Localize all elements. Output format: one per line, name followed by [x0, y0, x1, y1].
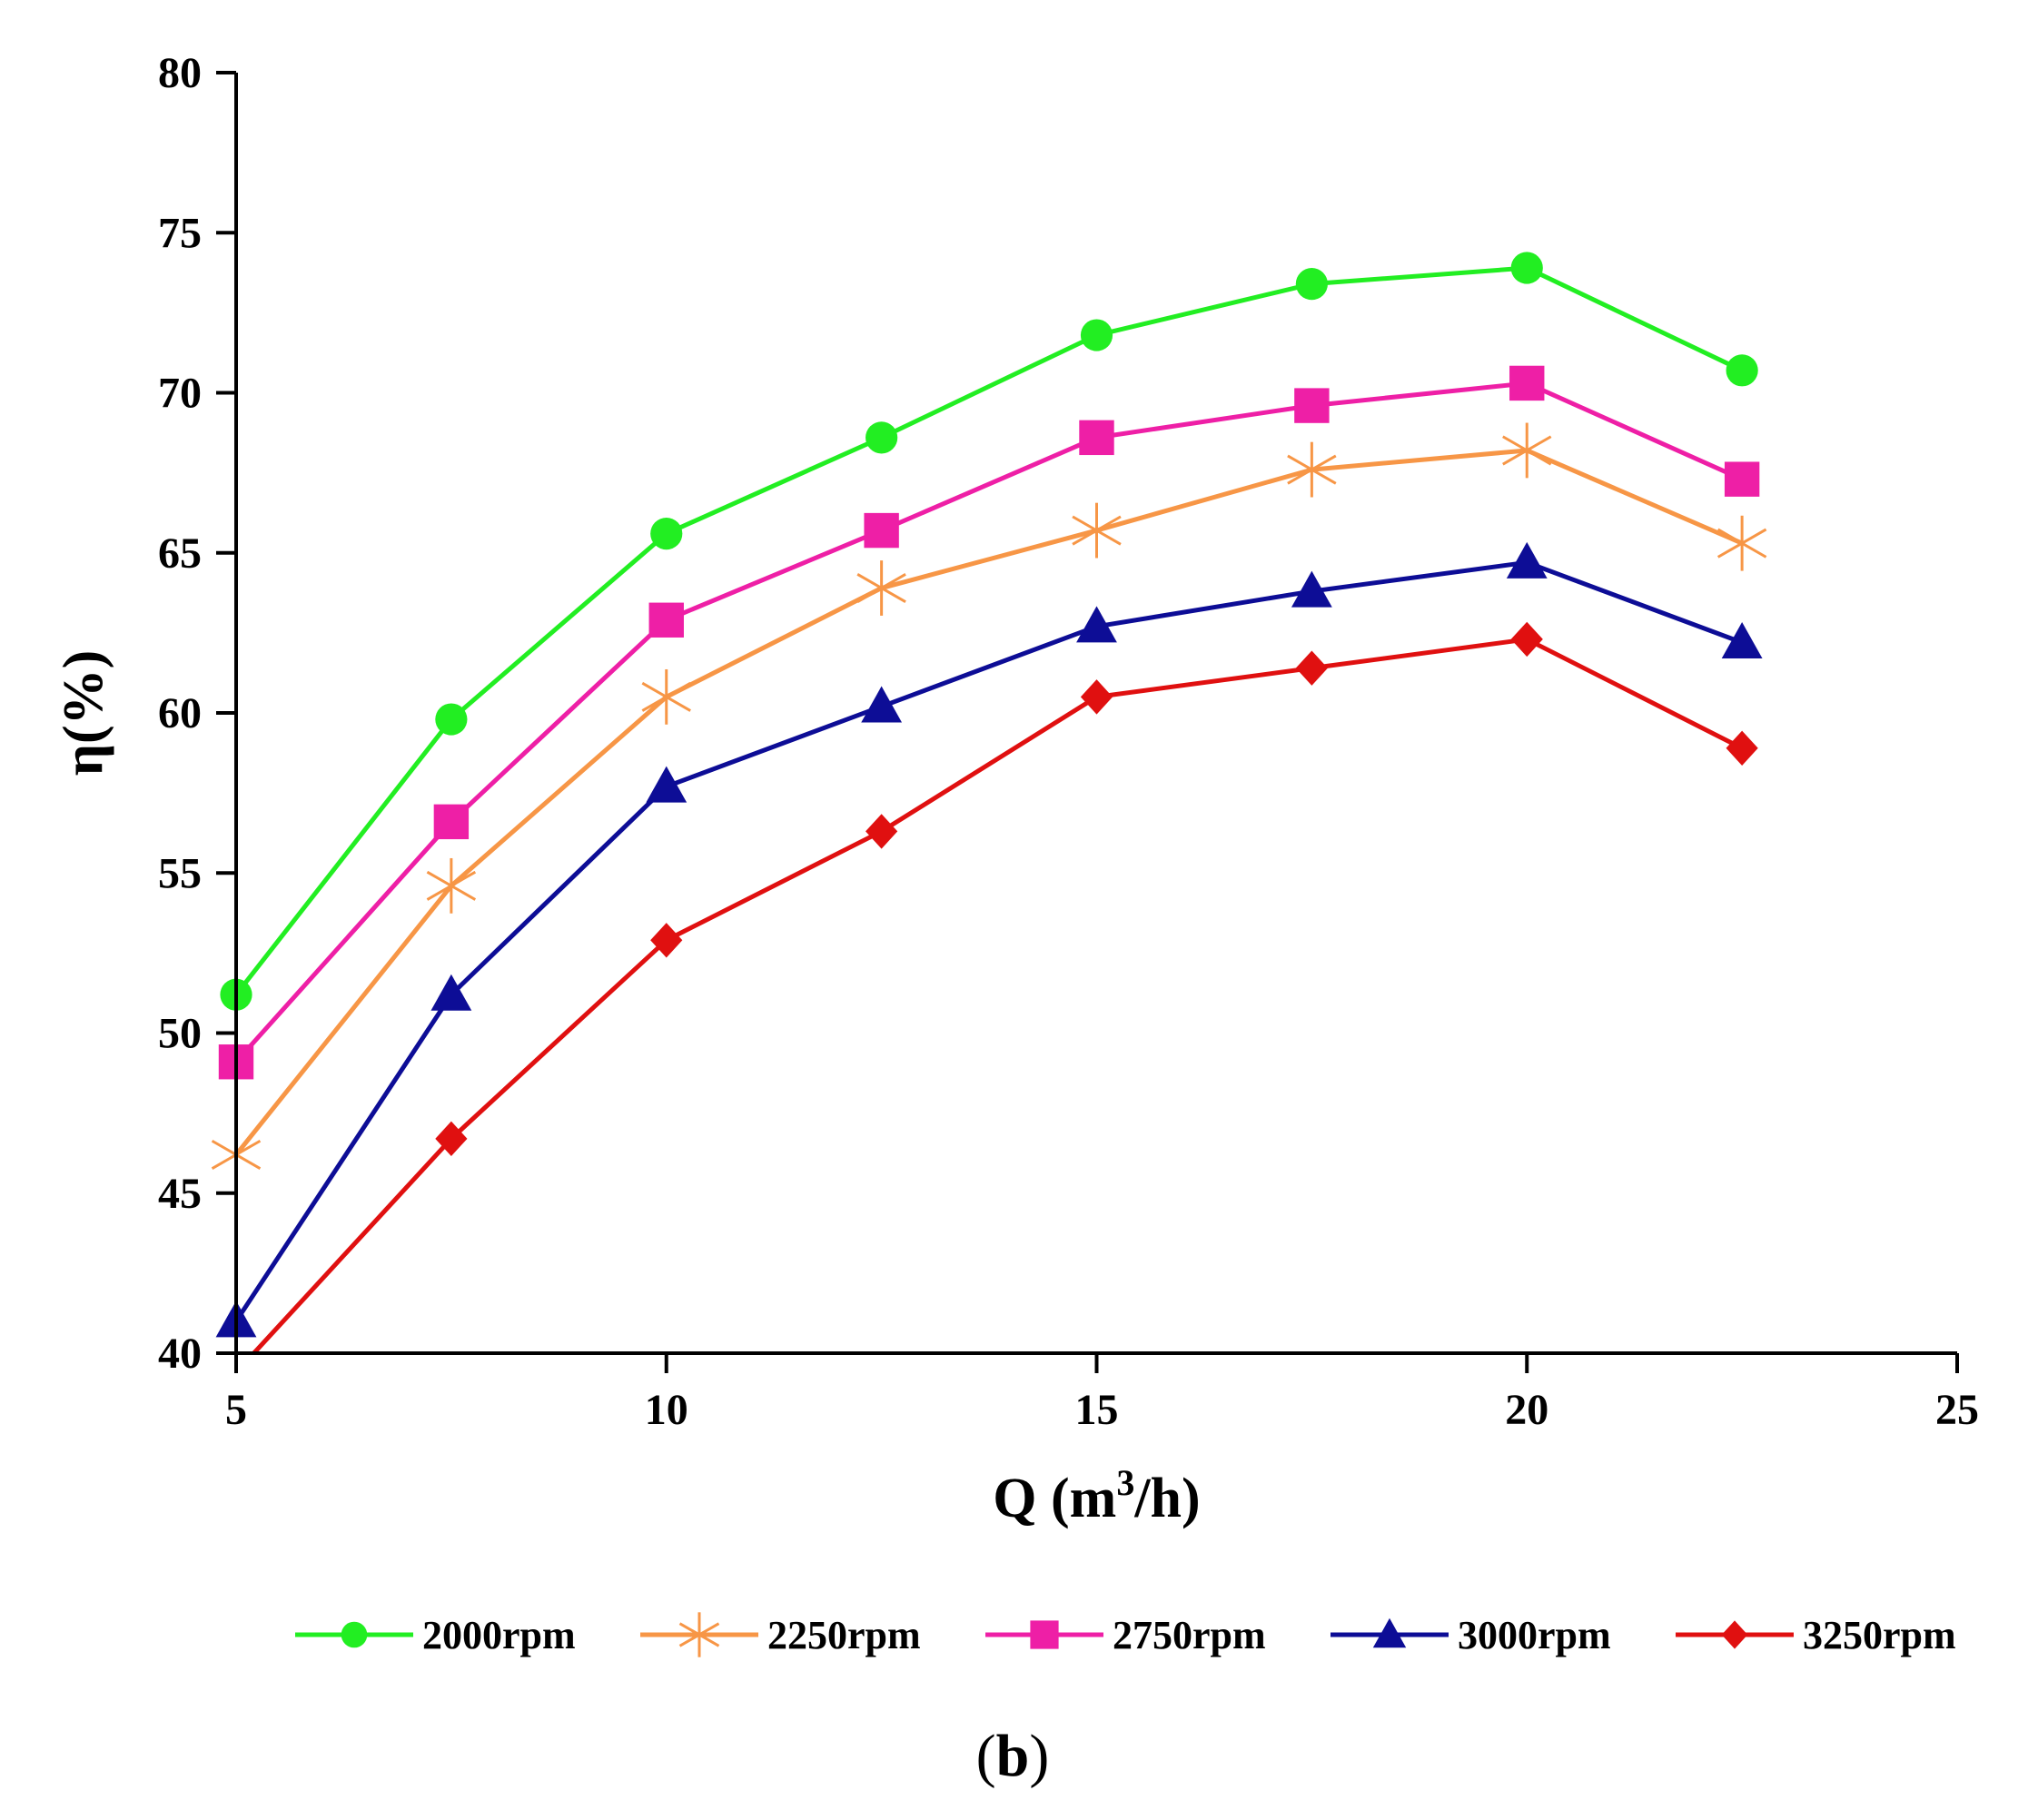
- data-point-3000rpm: [1076, 606, 1117, 643]
- data-point-3000rpm: [430, 974, 472, 1011]
- data-point-2250rpm: [1072, 502, 1122, 559]
- data-point-2250rpm: [426, 857, 477, 914]
- ticks: 40 45 50 55 60 65 70 75 80 5 10 15 20 25: [158, 49, 1979, 1434]
- data-point-3250rpm: [650, 923, 683, 958]
- series-3000rpm: [215, 541, 1763, 1338]
- legend-item-3000rpm: 3000rpm: [1331, 1613, 1611, 1657]
- legend-marker-2250rpm: [678, 1612, 720, 1657]
- legend: 2000rpm 2250rpm 2750rpm 3000rpm 3250rpm: [295, 1612, 1956, 1657]
- y-tick-label: 70: [158, 370, 202, 418]
- data-point-3250rpm: [1295, 650, 1328, 686]
- data-point-2250rpm: [641, 668, 691, 725]
- y-tick-label: 40: [158, 1330, 202, 1378]
- data-point-2750rpm: [1724, 461, 1760, 497]
- legend-label-2250rpm: 2250rpm: [767, 1613, 921, 1657]
- series-3250rpm: [251, 621, 1758, 1353]
- x-axis-title-unit: /h): [1133, 1468, 1200, 1529]
- y-tick-label: 65: [158, 529, 202, 578]
- legend-marker-2000rpm: [341, 1621, 368, 1648]
- x-tick-label: 15: [1075, 1386, 1119, 1434]
- y-axis-title: η(%): [53, 650, 114, 776]
- data-point-2000rpm: [1510, 252, 1543, 284]
- data-point-3000rpm: [646, 766, 688, 803]
- legend-label-3000rpm: 3000rpm: [1458, 1613, 1611, 1657]
- data-point-2750rpm: [1509, 365, 1545, 401]
- x-axis-title-superscript: 3: [1116, 1462, 1134, 1503]
- data-point-2750rpm: [648, 602, 684, 638]
- x-tick-label: 25: [1935, 1386, 1979, 1434]
- y-tick-label: 50: [158, 1010, 202, 1058]
- series-line-3000rpm: [233, 559, 1743, 1323]
- data-point-2250rpm: [1502, 422, 1552, 479]
- y-tick-label: 80: [158, 49, 202, 97]
- x-tick-label: 5: [225, 1386, 247, 1434]
- data-point-3000rpm: [1721, 622, 1763, 659]
- data-point-3000rpm: [861, 686, 903, 723]
- series-line-2750rpm: [234, 381, 1744, 1063]
- y-tick-label: 45: [158, 1170, 202, 1218]
- series-line-2000rpm: [234, 265, 1744, 996]
- legend-label-2750rpm: 2750rpm: [1113, 1613, 1266, 1657]
- data-point-2000rpm: [866, 421, 898, 454]
- data-point-3250rpm: [435, 1121, 468, 1157]
- data-point-2250rpm: [1287, 441, 1337, 498]
- series-2000rpm: [220, 252, 1758, 1011]
- y-tick-label: 55: [158, 849, 202, 897]
- data-point-2000rpm: [1726, 354, 1758, 387]
- data-point-3250rpm: [1080, 679, 1113, 715]
- data-point-3250rpm: [1510, 621, 1543, 658]
- legend-marker-3250rpm: [1721, 1620, 1748, 1649]
- series-layer: [211, 252, 1767, 1353]
- panel-label-letter: b: [996, 1723, 1030, 1789]
- legend-label-3250rpm: 3250rpm: [1803, 1613, 1956, 1657]
- data-point-3000rpm: [1291, 570, 1332, 608]
- panel-label-open-paren: (: [976, 1723, 996, 1789]
- data-point-2750rpm: [433, 804, 470, 840]
- data-point-2750rpm: [1079, 420, 1114, 456]
- data-point-2750rpm: [1294, 388, 1330, 423]
- x-axis-title: Q (m3/h): [993, 1462, 1200, 1529]
- panel-label: (b): [976, 1723, 1050, 1789]
- data-point-3000rpm: [1506, 541, 1548, 579]
- legend-marker-3000rpm: [1372, 1617, 1407, 1648]
- data-point-3250rpm: [866, 814, 898, 849]
- legend-item-2250rpm: 2250rpm: [640, 1612, 921, 1657]
- x-axis-title-main: Q (m: [993, 1468, 1116, 1529]
- legend-item-2750rpm: 2750rpm: [985, 1613, 1266, 1657]
- x-tick-label: 20: [1505, 1386, 1548, 1434]
- data-point-2000rpm: [1295, 268, 1328, 301]
- data-point-2000rpm: [1080, 319, 1113, 351]
- series-2250rpm: [211, 422, 1767, 1182]
- data-point-3250rpm: [1726, 730, 1758, 766]
- series-line-3250rpm: [251, 637, 1744, 1353]
- legend-label-2000rpm: 2000rpm: [422, 1613, 576, 1657]
- legend-item-2000rpm: 2000rpm: [295, 1613, 576, 1657]
- panel-label-close-paren: ): [1029, 1723, 1049, 1789]
- data-point-2250rpm: [1716, 515, 1767, 571]
- y-tick-label: 75: [158, 209, 202, 257]
- legend-marker-2750rpm: [1030, 1620, 1059, 1649]
- data-point-2750rpm: [864, 512, 899, 549]
- y-tick-label: 60: [158, 689, 202, 737]
- data-point-2250rpm: [856, 560, 906, 616]
- x-tick-label: 10: [645, 1386, 688, 1434]
- legend-item-3250rpm: 3250rpm: [1676, 1613, 1956, 1657]
- data-point-2000rpm: [650, 518, 683, 550]
- data-point-2000rpm: [435, 703, 468, 736]
- series-line-2250rpm: [234, 448, 1744, 1157]
